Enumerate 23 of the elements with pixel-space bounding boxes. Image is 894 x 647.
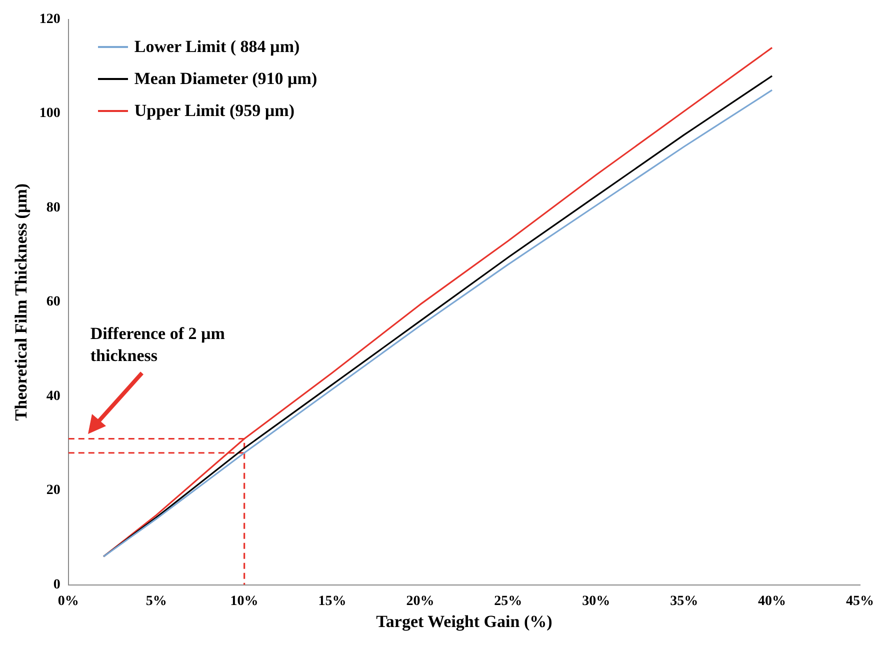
x-tick-label: 20% bbox=[406, 594, 434, 609]
legend-label: Lower Limit ( 884 µm) bbox=[134, 37, 300, 58]
x-tick-label: 10% bbox=[230, 594, 258, 609]
x-tick-label: 0% bbox=[58, 594, 79, 609]
x-tick-label: 35% bbox=[670, 594, 698, 609]
y-tick-label: 0 bbox=[53, 577, 60, 592]
y-tick-label: 60 bbox=[46, 294, 60, 310]
y-tick-label: 20 bbox=[46, 483, 60, 498]
x-tick-label: 15% bbox=[318, 594, 346, 609]
legend-label: Mean Diameter (910 µm) bbox=[134, 69, 318, 90]
y-tick-label: 40 bbox=[46, 388, 60, 404]
y-tick-label: 120 bbox=[39, 12, 60, 28]
legend-label: Upper Limit (959 µm) bbox=[134, 101, 294, 122]
x-tick-label: 40% bbox=[758, 594, 786, 609]
y-tick-label: 100 bbox=[39, 106, 60, 122]
x-tick-label: 5% bbox=[146, 594, 167, 609]
x-tick-label: 45% bbox=[846, 594, 874, 609]
y-tick-label: 80 bbox=[46, 200, 60, 216]
y-axis-title: Theoretical Film Thickness (µm) bbox=[12, 183, 31, 421]
x-axis-title: Target Weight Gain (%) bbox=[376, 612, 552, 632]
x-tick-label: 25% bbox=[494, 594, 522, 609]
x-tick-label: 30% bbox=[582, 594, 610, 609]
annotation: Difference of 2 µm thickness bbox=[90, 324, 225, 365]
